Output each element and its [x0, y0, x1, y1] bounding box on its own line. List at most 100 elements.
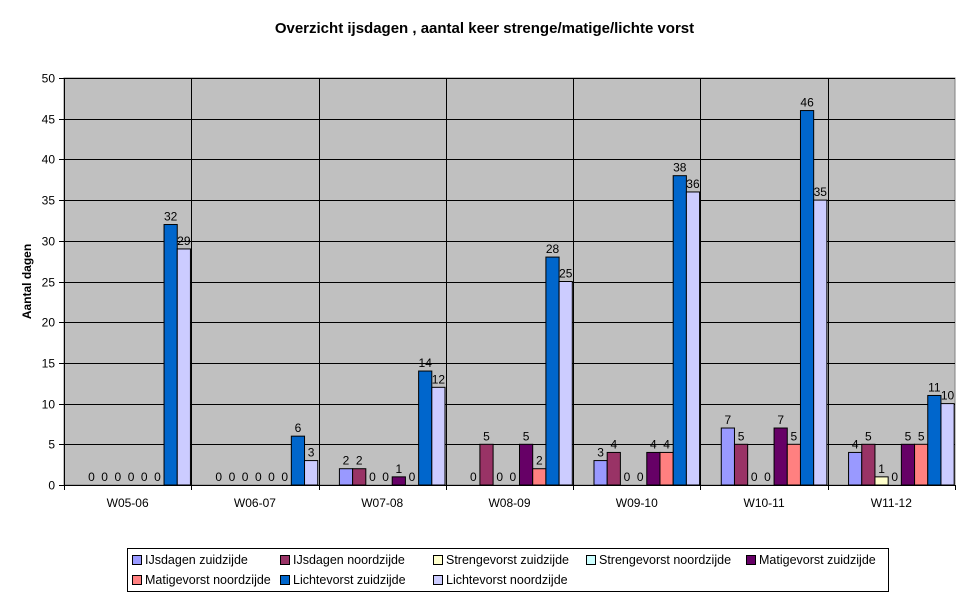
bar — [848, 451, 863, 486]
y-tick-label: 40 — [42, 153, 56, 167]
bar — [672, 175, 687, 486]
data-label: 36 — [686, 177, 700, 191]
bar — [813, 199, 828, 486]
legend-item: Lichtevorst noordzijde — [433, 573, 568, 587]
x-tick-label: W05-06 — [107, 496, 149, 510]
data-label: 0 — [128, 470, 135, 484]
data-label: 5 — [483, 429, 490, 443]
legend-label: Matigevorst zuidzijde — [759, 553, 876, 567]
y-tick-label: 45 — [42, 113, 56, 127]
data-label: 35 — [814, 185, 828, 199]
legend-swatch — [280, 575, 290, 585]
bar — [786, 443, 801, 486]
legend-swatch — [433, 575, 443, 585]
bar — [545, 256, 560, 486]
legend: IJsdagen zuidzijde IJsdagen noordzijde Str… — [127, 548, 889, 592]
y-tick-label: 5 — [48, 438, 55, 452]
data-label: 0 — [496, 470, 503, 484]
bar — [733, 443, 749, 486]
data-label: 2 — [536, 454, 543, 468]
data-label: 6 — [295, 421, 302, 435]
y-tick-label: 20 — [42, 316, 56, 330]
x-tick-label: W07-08 — [361, 496, 403, 510]
y-tick-label: 50 — [42, 72, 56, 86]
data-label: 12 — [432, 372, 446, 386]
data-label: 7 — [725, 413, 732, 427]
bar — [606, 451, 621, 486]
bar — [290, 435, 306, 486]
data-label: 0 — [154, 470, 161, 484]
legend-label: IJsdagen noordzijde — [293, 553, 405, 567]
y-tick-label: 0 — [48, 479, 55, 493]
bar — [874, 476, 889, 486]
y-tick-label: 30 — [42, 235, 56, 249]
bar — [914, 443, 929, 486]
data-label: 3 — [308, 446, 315, 460]
bar — [927, 394, 942, 486]
bar — [352, 468, 367, 486]
data-label: 1 — [878, 462, 885, 476]
legend-item: Lichtevorst zuidzijde — [280, 573, 406, 587]
y-tick-label: 10 — [42, 398, 56, 412]
legend-label: IJsdagen zuidzijde — [145, 553, 248, 567]
data-label: 14 — [419, 356, 433, 370]
data-label: 46 — [800, 96, 814, 110]
legend-item: Matigevorst noordzijde — [132, 573, 271, 587]
bar — [519, 443, 534, 486]
data-label: 0 — [764, 470, 771, 484]
data-label: 0 — [281, 470, 288, 484]
data-label: 0 — [268, 470, 275, 484]
bar — [391, 476, 406, 486]
data-label: 0 — [369, 470, 376, 484]
data-label: 5 — [918, 429, 925, 443]
bar — [532, 468, 547, 486]
bar — [176, 248, 191, 486]
bar — [646, 451, 661, 486]
data-label: 0 — [624, 470, 631, 484]
data-label: 25 — [559, 267, 573, 281]
data-label: 0 — [891, 470, 898, 484]
data-label: 29 — [177, 234, 191, 248]
legend-swatch — [280, 555, 290, 565]
data-label: 4 — [663, 437, 670, 451]
bar — [163, 224, 178, 486]
bar — [659, 451, 674, 486]
data-label: 0 — [409, 470, 416, 484]
legend-swatch — [746, 555, 756, 565]
data-label: 5 — [865, 429, 872, 443]
y-tick-label: 15 — [42, 357, 56, 371]
data-label: 1 — [395, 462, 402, 476]
data-label: 38 — [673, 161, 687, 175]
bar — [773, 427, 788, 486]
legend-swatch — [132, 575, 142, 585]
bar — [900, 443, 916, 486]
data-label: 0 — [242, 470, 249, 484]
data-label: 7 — [777, 413, 784, 427]
legend-label: Matigevorst noordzijde — [145, 573, 271, 587]
data-label: 0 — [141, 470, 148, 484]
x-tick-label: W08-09 — [488, 496, 530, 510]
bar — [304, 460, 319, 486]
bar — [720, 427, 735, 486]
legend-item: IJsdagen noordzijde — [280, 553, 405, 567]
x-tick-label: W11-12 — [871, 496, 912, 510]
bar — [861, 443, 876, 486]
legend-label: Lichtevorst zuidzijde — [293, 573, 406, 587]
data-label: 28 — [546, 242, 560, 256]
data-label: 4 — [650, 437, 657, 451]
bar — [338, 468, 354, 486]
data-label: 11 — [928, 380, 941, 394]
x-tick-label: W09-10 — [616, 496, 658, 510]
y-axis-label: Aantal dagen — [20, 244, 34, 319]
y-tick-label: 35 — [42, 194, 56, 208]
legend-item: IJsdagen zuidzijde — [132, 553, 248, 567]
data-label: 4 — [610, 437, 617, 451]
x-tick-label: W10-11 — [744, 496, 785, 510]
bar — [431, 386, 446, 486]
data-label: 10 — [941, 389, 955, 403]
x-tick-label: W06-07 — [234, 496, 276, 510]
data-label: 5 — [738, 429, 745, 443]
legend-swatch — [586, 555, 596, 565]
data-label: 0 — [229, 470, 236, 484]
